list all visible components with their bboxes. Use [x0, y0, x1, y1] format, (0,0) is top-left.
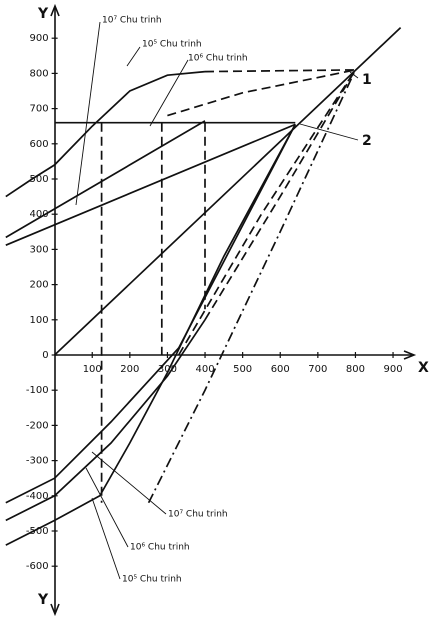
annotation: 10⁷ Chu trinh [168, 510, 228, 520]
y-axis-label: Y [37, 6, 49, 22]
x-axis-arrow [403, 350, 417, 360]
annotation: 10⁵ Chu trinh [142, 40, 202, 50]
y-tick-label: 800 [30, 68, 49, 79]
y-tick-label: 500 [30, 174, 49, 185]
y-tick-label: 300 [30, 244, 49, 255]
x-tick-label: 200 [120, 364, 139, 375]
x-tick-label: 600 [271, 364, 290, 375]
x-axis-label: X [418, 360, 429, 376]
y-tick-label: 200 [30, 280, 49, 291]
x-tick-label: 800 [346, 364, 365, 375]
y-tick-label: -400 [26, 491, 49, 502]
y-tick-label: 400 [30, 209, 49, 220]
annotation: 1 [362, 72, 372, 88]
y-tick-label: -500 [26, 526, 49, 537]
curve [204, 69, 356, 73]
curve [5, 120, 206, 239]
y-tick-label: -600 [26, 561, 49, 572]
curve [5, 123, 297, 546]
curve [5, 124, 297, 504]
y-tick-label: -100 [26, 385, 49, 396]
annotation: 10⁶ Chu trinh [188, 54, 248, 64]
x-tick-label: 900 [383, 364, 402, 375]
y-tick-label: 700 [30, 104, 49, 115]
y-tick-label: -300 [26, 456, 49, 467]
curve [147, 69, 357, 504]
curve [54, 26, 402, 356]
x-tick-label: 300 [158, 364, 177, 375]
y-tick-label: 0 [42, 350, 48, 361]
leader-lines [75, 21, 359, 580]
curve [167, 69, 356, 117]
y-tick-label: -200 [26, 420, 49, 431]
curve [5, 123, 296, 246]
curve [5, 70, 206, 198]
x-tick-label: 500 [233, 364, 252, 375]
y-tick-label: 100 [30, 315, 49, 326]
x-tick-label: 100 [83, 364, 102, 375]
y-tick-label: 600 [30, 139, 49, 150]
y-axis-label-bottom: Y [37, 592, 49, 608]
annotation: 2 [362, 133, 372, 149]
x-tick-label: 700 [308, 364, 327, 375]
y-axis-arrows [50, 3, 60, 617]
x-tick-label: 400 [195, 364, 214, 375]
annotation: 10⁵ Chu trinh [122, 575, 182, 585]
annotation: 10⁶ Chu trinh [130, 543, 190, 553]
curve [204, 69, 357, 321]
y-tick-label: 900 [30, 33, 49, 44]
curve [5, 319, 206, 522]
annotation: 10⁷ Chu trinh [102, 16, 162, 26]
